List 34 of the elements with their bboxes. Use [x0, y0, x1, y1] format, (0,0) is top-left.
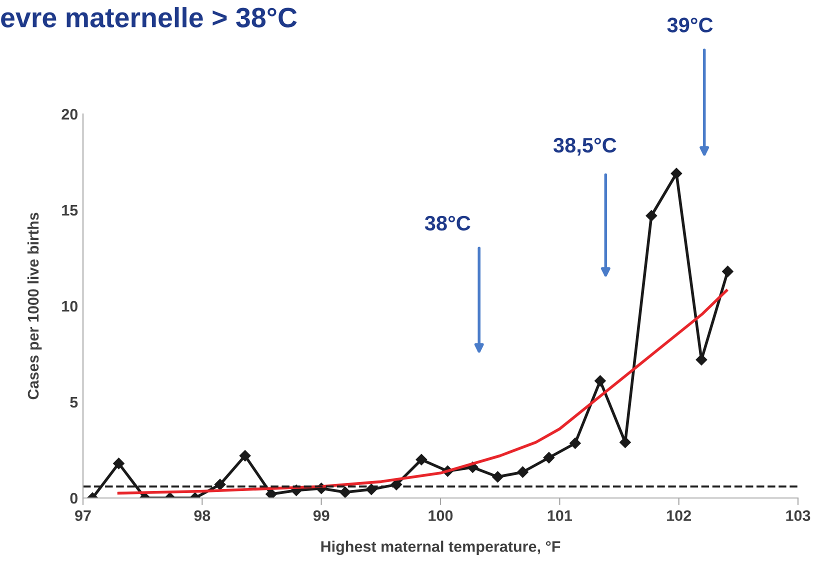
x-tick-label: 97 — [75, 510, 91, 522]
y-tick-label: 0 — [70, 492, 78, 504]
point — [722, 266, 734, 278]
chart-title: evre maternelle > 38°C — [1, 7, 297, 28]
point — [113, 458, 124, 470]
x-axis-title: Highest maternal temperature, °F — [321, 540, 560, 556]
y-tick-label: 15 — [62, 205, 78, 216]
text: 39°C — [667, 18, 713, 32]
annotation: 38,5°C — [553, 138, 616, 156]
line-series — [117, 289, 728, 495]
point — [543, 452, 555, 464]
point — [517, 466, 528, 478]
point — [696, 354, 708, 366]
point — [620, 436, 631, 448]
point — [266, 488, 277, 498]
point — [594, 375, 606, 386]
point — [570, 438, 581, 449]
annotation: 38°C — [424, 216, 470, 231]
y-tick-label: 20 — [62, 108, 78, 120]
point — [646, 210, 658, 222]
x-tick-label: 100 — [428, 510, 453, 522]
y-tick-label: 5 — [70, 397, 78, 408]
x-tick-label: 99 — [313, 510, 330, 522]
point — [340, 486, 351, 498]
point — [239, 450, 251, 462]
point — [416, 454, 428, 466]
x-tick-label: 103 — [786, 510, 810, 522]
x-tick-label: 98 — [194, 510, 210, 522]
y-axis-title: Cases per 1000 live births — [27, 212, 42, 400]
point — [492, 471, 504, 482]
point — [670, 168, 682, 180]
y-tick-label: 10 — [62, 300, 78, 312]
x-tick-label: 101 — [548, 510, 572, 522]
x-tick-label: 102 — [667, 510, 691, 522]
